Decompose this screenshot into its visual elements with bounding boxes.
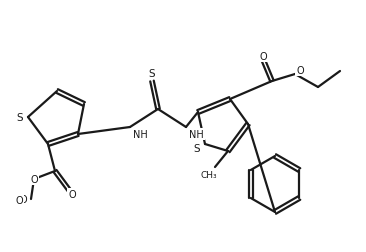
Text: O: O xyxy=(296,66,304,76)
Text: O: O xyxy=(259,52,267,62)
Text: NH: NH xyxy=(189,130,204,139)
Text: O: O xyxy=(30,174,38,184)
Text: O: O xyxy=(68,189,76,199)
Text: O: O xyxy=(15,195,23,205)
Text: NH: NH xyxy=(133,130,148,139)
Text: O: O xyxy=(19,194,27,204)
Text: S: S xyxy=(194,143,200,153)
Text: S: S xyxy=(17,113,23,122)
Text: CH₃: CH₃ xyxy=(201,171,217,180)
Text: S: S xyxy=(149,69,155,79)
